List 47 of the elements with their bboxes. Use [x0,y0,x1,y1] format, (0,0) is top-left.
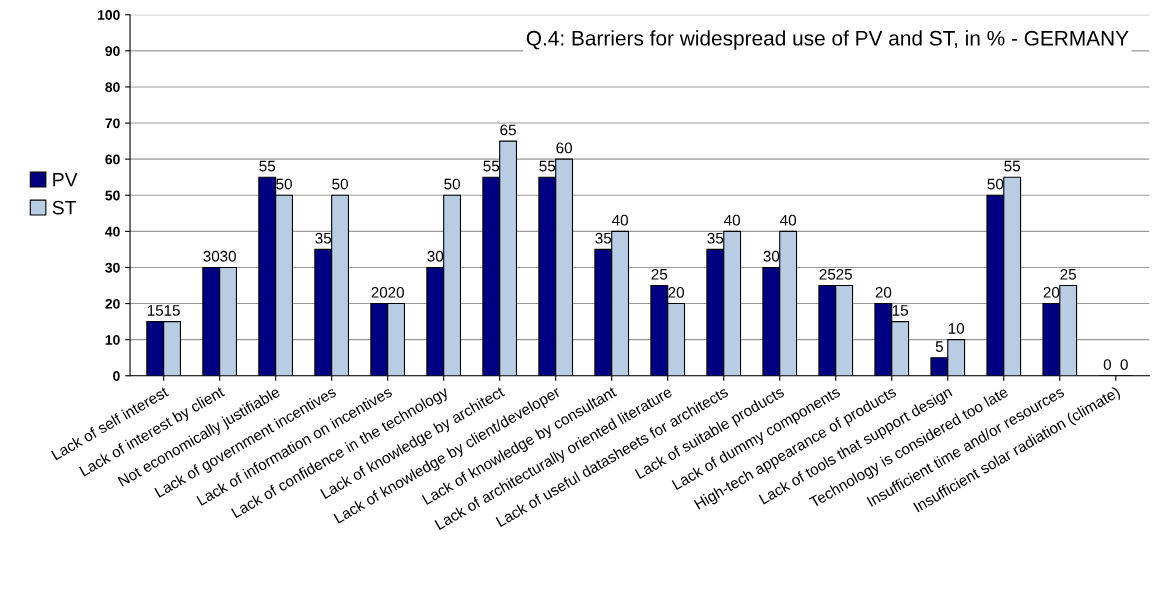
data-label: 20 [875,286,892,298]
y-tick-label: 0 [113,371,120,381]
y-tick-label: 10 [105,335,120,345]
data-label: 55 [259,160,276,172]
y-tick-label: 80 [105,82,120,93]
data-label: 25 [651,268,668,280]
data-label: 0 [1120,359,1128,370]
data-label: 50 [276,178,292,190]
data-label: 35 [707,232,724,244]
data-label: 55 [483,160,500,172]
data-label: 40 [723,214,741,226]
data-label: 40 [611,214,629,226]
data-label: 25 [819,268,836,280]
y-tick-label: 100 [98,10,120,20]
data-label: 5 [935,341,943,352]
text: Q.4: Barriers for widespread use of PV and ST, in % - GERMANY [526,30,1129,50]
legend-label: ST [52,200,77,215]
y-tick-label: 30 [105,262,120,273]
data-label: 30 [220,250,236,262]
data-label: 55 [1004,160,1021,172]
data-label: 60 [556,142,572,154]
data-label: 0 [1103,359,1112,370]
data-label: 55 [539,160,556,172]
data-label: 20 [371,286,388,298]
data-label: 15 [164,305,180,316]
y-tick-label: 70 [105,118,120,129]
data-label: 20 [668,286,685,298]
data-label: 30 [427,250,444,262]
y-tick-label: 40 [105,226,120,237]
data-label: 50 [444,178,460,190]
y-tick-label: 20 [105,298,120,309]
data-label: 30 [203,250,220,262]
data-label: 20 [388,286,404,298]
data-label: 10 [948,323,965,334]
y-tick-label: 50 [105,190,120,201]
y-tick-label: 90 [105,46,120,57]
data-label: 25 [1060,268,1077,280]
data-label: 25 [836,268,852,280]
data-label: 15 [892,305,909,316]
legend-label: PV [53,172,78,187]
data-label: 40 [779,214,797,226]
data-label: 65 [500,124,516,136]
y-tick-label: 60 [105,154,120,165]
data-label: 35 [315,232,332,244]
data-label: 50 [332,178,348,190]
data-label: 35 [595,232,612,244]
data-label: 15 [147,305,164,316]
